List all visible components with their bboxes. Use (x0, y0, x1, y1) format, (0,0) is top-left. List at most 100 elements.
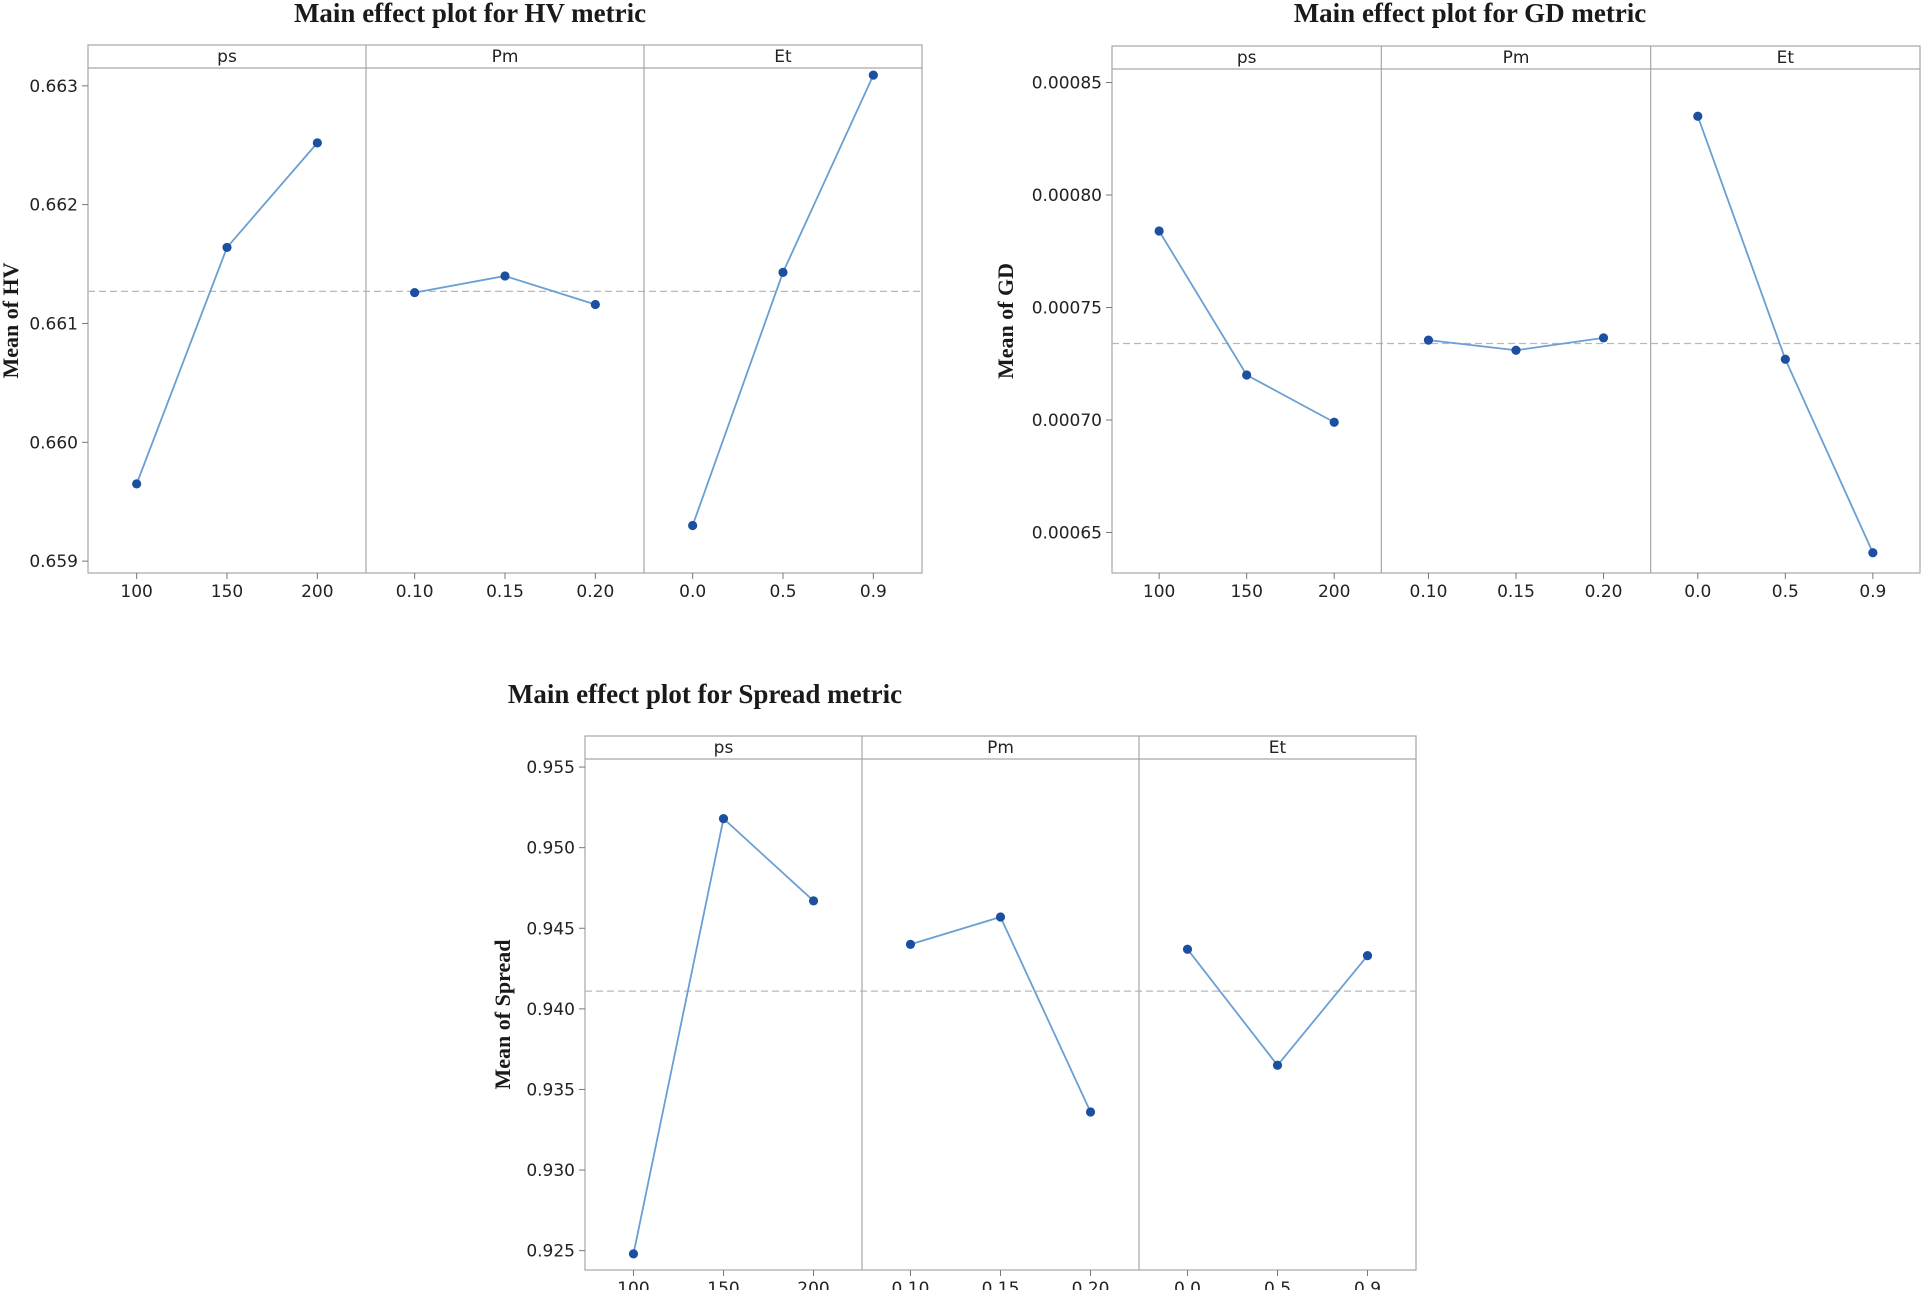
series-line (1696, 115, 1874, 554)
spread-main-effect-plot: Main effect plot for Spread metric Mean o… (480, 679, 1440, 1290)
chart-svg: Main effect plot for Spread metric Mean o… (490, 679, 1417, 1290)
y-tick-label: 0.663 (29, 77, 78, 97)
x-tick-label: 150 (211, 582, 243, 602)
y-tick-label: 0.662 (29, 196, 78, 216)
y-tick-label: 0.955 (526, 758, 575, 778)
plot-frame (584, 735, 1417, 1271)
x-tick-label: 0.5 (1772, 582, 1799, 602)
x-tick-label: 0.10 (892, 1279, 930, 1290)
y-tick-label: 0.935 (526, 1080, 575, 1100)
data-point (1154, 226, 1164, 236)
y-tick-label: 0.659 (29, 552, 78, 572)
x-tick-label: 0.0 (1684, 582, 1711, 602)
data-point (1598, 333, 1609, 343)
plot-frame (1111, 45, 1921, 574)
chart-title: Main effect plot for Spread metric (508, 679, 902, 709)
data-point (410, 287, 420, 298)
data-point (995, 912, 1006, 922)
x-tick-label: 0.9 (860, 582, 887, 602)
data-point (868, 70, 878, 80)
y-tick-label: 0.00075 (1032, 299, 1102, 319)
x-tick-label: 100 (120, 582, 152, 602)
series-line (632, 816, 815, 1255)
panel-factor-label: Pm (987, 738, 1014, 758)
x-tick-label: 0.9 (1354, 1279, 1381, 1290)
data-point (1511, 345, 1521, 355)
data-point (312, 138, 322, 148)
x-tick-label: 0.10 (1410, 582, 1448, 602)
y-axis-label: Mean of GD (993, 263, 1018, 379)
data-point (1182, 944, 1193, 954)
data-point (1780, 354, 1790, 364)
panel-factor-label: Et (774, 47, 792, 67)
x-tick-label: 200 (1318, 582, 1350, 602)
y-tick-label: 0.925 (526, 1242, 575, 1262)
y-tick-label: 0.00065 (1032, 524, 1102, 544)
x-tick-label: 0.20 (1585, 582, 1623, 602)
series-line (691, 74, 875, 526)
panel-factor-label: ps (1237, 48, 1257, 68)
series-line (1186, 948, 1369, 1067)
data-point (1272, 1060, 1283, 1070)
panel-factor-label: ps (217, 47, 237, 67)
data-point (808, 896, 819, 906)
x-tick-label: 150 (707, 1279, 739, 1290)
y-tick-label: 0.660 (29, 433, 78, 453)
x-tick-label: 0.5 (1264, 1279, 1291, 1290)
y-tick-label: 0.00080 (1032, 186, 1102, 206)
data-point (500, 271, 510, 281)
x-tick-label: 0.0 (1174, 1279, 1201, 1290)
panel-factor-label: Et (1269, 738, 1287, 758)
x-tick-label: 0.20 (576, 582, 614, 602)
panel-factor-label: ps (714, 738, 734, 758)
data-point (1868, 548, 1878, 558)
x-tick-label: 100 (1143, 582, 1175, 602)
y-tick-label: 0.00085 (1032, 74, 1102, 94)
series-line (135, 142, 319, 485)
chart-title: Main effect plot for HV metric (294, 0, 646, 28)
chart-svg: Main effect plot for GD metric Mean of GD… (993, 0, 1921, 602)
data-point (1423, 335, 1434, 345)
x-tick-label: 0.9 (1859, 582, 1886, 602)
chart-title: Main effect plot for GD metric (1294, 0, 1647, 28)
data-point (778, 267, 788, 277)
data-point (1329, 417, 1339, 427)
x-tick-label: 0.20 (1072, 1279, 1110, 1290)
x-tick-label: 0.5 (769, 582, 796, 602)
y-tick-label: 0.945 (526, 919, 575, 939)
plot-frame (87, 44, 923, 574)
y-tick-label: 0.661 (29, 314, 78, 334)
x-tick-label: 0.15 (982, 1279, 1020, 1290)
panel-factor-label: Pm (1503, 48, 1530, 68)
data-point (905, 939, 916, 949)
data-point (628, 1249, 639, 1259)
data-point (222, 242, 232, 253)
x-tick-label: 0.15 (1497, 582, 1535, 602)
x-tick-label: 0.0 (679, 582, 706, 602)
data-point (132, 479, 142, 489)
x-tick-label: 0.15 (486, 582, 524, 602)
data-point (1242, 370, 1252, 380)
data-point (1693, 111, 1703, 121)
data-point (1362, 951, 1373, 961)
y-tick-label: 0.940 (526, 1000, 575, 1020)
x-tick-label: 200 (301, 582, 333, 602)
series-line (910, 915, 1092, 1113)
data-point (718, 814, 729, 824)
y-axis-label: Mean of HV (0, 262, 23, 378)
gd-main-effect-plot: Main effect plot for GD metric Mean of GD… (990, 0, 1925, 602)
hv-main-effect-plot: Main effect plot for HV metric Mean of HV… (0, 0, 940, 602)
x-tick-label: 0.10 (396, 582, 434, 602)
y-tick-label: 0.00070 (1032, 411, 1102, 431)
data-point (590, 299, 600, 310)
data-point (688, 520, 698, 531)
y-tick-label: 0.930 (526, 1161, 575, 1181)
chart-svg: Main effect plot for HV metric Mean of HV… (0, 0, 923, 602)
series-line (1158, 230, 1335, 424)
panel-factor-label: Et (1777, 48, 1795, 68)
data-point (1085, 1107, 1096, 1117)
x-tick-label: 150 (1230, 582, 1262, 602)
x-tick-label: 200 (797, 1279, 829, 1290)
x-tick-label: 100 (617, 1279, 649, 1290)
y-axis-label: Mean of Spread (490, 940, 515, 1090)
